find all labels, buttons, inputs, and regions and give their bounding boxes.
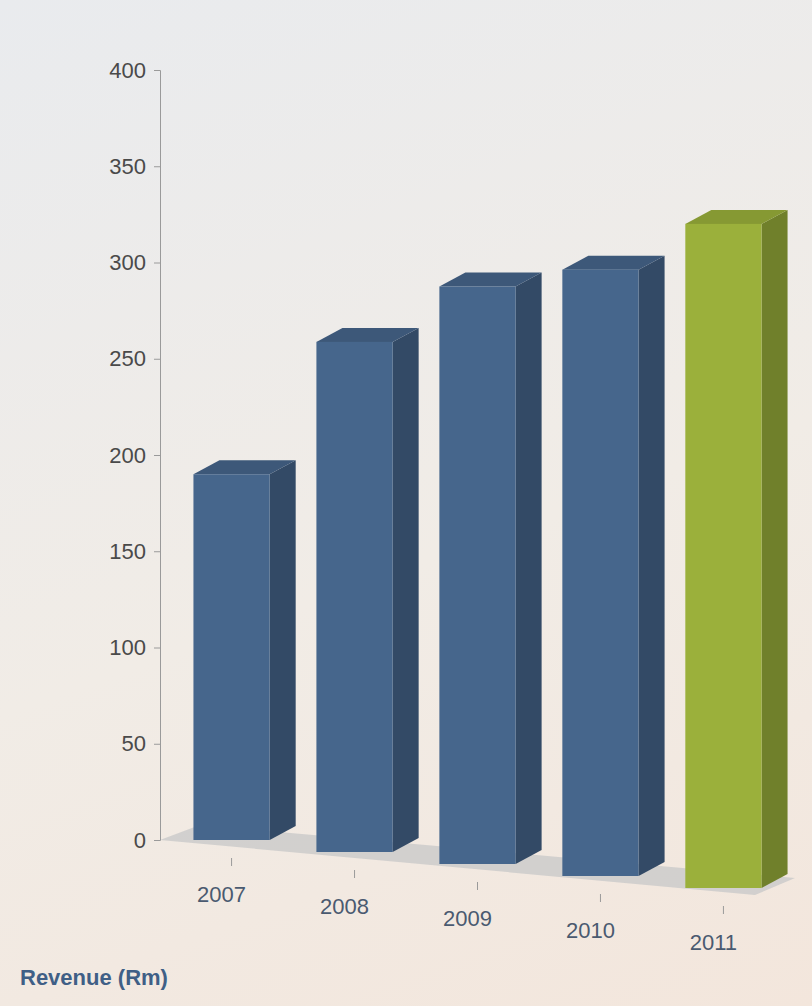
tick-mark	[723, 906, 724, 914]
tick-label: 300	[109, 250, 146, 275]
tick: 0	[134, 828, 160, 853]
bar-top	[685, 210, 787, 224]
bar-side	[393, 328, 419, 852]
tick-label: 250	[109, 346, 146, 371]
tick-label: 400	[109, 58, 146, 83]
tick: 400	[109, 58, 160, 83]
tick-mark	[231, 858, 232, 866]
tick: 2011	[690, 906, 737, 955]
tick: 2007	[197, 858, 246, 907]
bar-group	[562, 256, 664, 876]
bar-side	[762, 210, 788, 888]
tick-mark	[154, 359, 160, 360]
bar-side	[516, 273, 542, 865]
tick: 200	[109, 443, 160, 468]
tick-mark	[154, 166, 160, 167]
bar-group	[193, 460, 295, 840]
tick: 350	[109, 154, 160, 179]
tick-mark	[154, 840, 160, 841]
bar	[193, 474, 269, 840]
bar-top	[439, 273, 541, 287]
tick-label: 100	[109, 635, 146, 660]
tick: 2008	[320, 870, 369, 919]
tick: 50	[122, 731, 160, 756]
tick-mark	[354, 870, 355, 878]
tick-label: 0	[134, 828, 146, 853]
tick-label: 2010	[566, 918, 615, 943]
tick: 2009	[443, 882, 492, 931]
tick-label: 2011	[690, 930, 737, 955]
tick: 2010	[566, 894, 615, 943]
bar-group	[439, 273, 541, 865]
bar-side	[270, 460, 296, 840]
bar	[685, 224, 761, 888]
tick-label: 350	[109, 154, 146, 179]
tick-label: 200	[109, 443, 146, 468]
bar-top	[193, 460, 295, 474]
x-axis: 2007 2008 2009 2010 2011	[197, 858, 737, 955]
axis-line	[154, 71, 161, 841]
y-axis: 0 50 100 150 200 250 300 350 400	[109, 58, 160, 853]
tick-mark	[154, 551, 160, 552]
tick-mark	[477, 882, 478, 890]
bars	[193, 210, 787, 888]
tick-label: 50	[122, 731, 146, 756]
tick-mark	[600, 894, 601, 902]
title: Revenue (Rm)	[20, 965, 168, 990]
tick-label: 2008	[320, 894, 369, 919]
tick: 300	[109, 250, 160, 275]
tick: 250	[109, 346, 160, 371]
bar-group	[685, 210, 787, 888]
tick-mark	[154, 648, 160, 649]
tick-label: 2009	[443, 906, 492, 931]
tick-mark	[154, 70, 160, 71]
bar	[316, 342, 392, 852]
tick: 150	[109, 539, 160, 564]
bar	[562, 270, 638, 876]
bar-group	[316, 328, 418, 852]
tick-label: 150	[109, 539, 146, 564]
chart: 0 50 100 150 200 250 300 350 400 2007 2008 2009 2010…	[0, 0, 812, 1006]
tick-mark	[154, 263, 160, 264]
bar-top	[562, 256, 664, 270]
bar	[439, 287, 515, 865]
tick-label: 2007	[197, 882, 246, 907]
tick-mark	[154, 455, 160, 456]
tick-mark	[154, 744, 160, 745]
bar-side	[639, 256, 665, 876]
tick: 100	[109, 635, 160, 660]
bar-top	[316, 328, 418, 342]
